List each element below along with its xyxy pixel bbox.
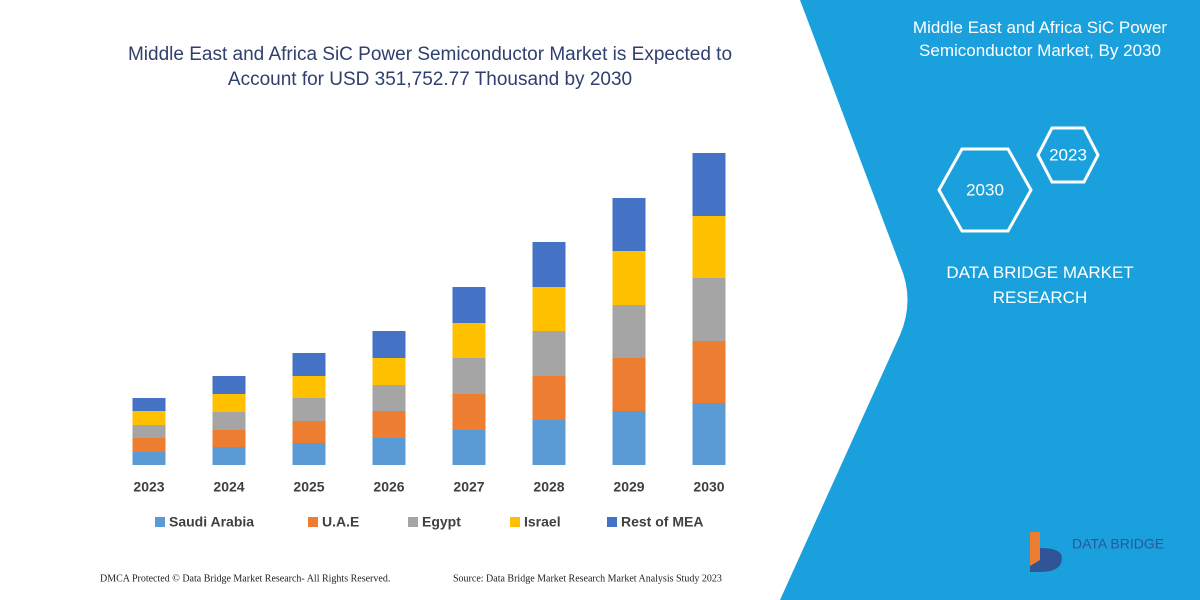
bar: [292, 376, 326, 398]
bar: [132, 425, 166, 438]
badge: 2030: [966, 180, 1004, 199]
bar: [452, 430, 486, 465]
bar: [452, 323, 486, 358]
bar: [372, 358, 406, 385]
bar: [532, 420, 566, 465]
bar: [292, 398, 326, 421]
bar: [132, 398, 166, 411]
bar: [452, 287, 486, 323]
legend-swatch: [308, 517, 318, 527]
bar: [612, 198, 646, 251]
x-tick-label: 2029: [613, 479, 644, 495]
bar: [692, 278, 726, 341]
legend-swatch: [607, 517, 617, 527]
legend-label: Saudi Arabia: [169, 514, 254, 530]
brand: DATA BRIDGE MARKET RESEARCH: [946, 263, 1134, 307]
bar: [692, 153, 726, 216]
chart-title: Middle East and Africa SiC Power Semicon…: [127, 44, 733, 90]
bar: [132, 452, 166, 465]
bar: [692, 216, 726, 278]
bar: [372, 438, 406, 465]
x-tick-label: 2025: [293, 479, 324, 495]
bar: [132, 411, 166, 425]
bar: [372, 331, 406, 358]
legend-swatch: [155, 517, 165, 527]
x-tick-label: 2030: [693, 479, 724, 495]
bar: [612, 358, 646, 411]
footer-text: DMCA Protected © Data Bridge Market Rese…: [100, 573, 390, 584]
bar: [292, 421, 326, 443]
logo-text: DATA BRIDGE: [1072, 536, 1164, 552]
bar: [612, 251, 646, 305]
legend-label: U.A.E: [322, 514, 359, 530]
x-tick-label: 2023: [133, 479, 164, 495]
bar: [132, 438, 166, 452]
bar: [372, 411, 406, 438]
legend-label: Egypt: [422, 514, 461, 530]
bar: [532, 376, 566, 420]
legend-label: Rest of MEA: [621, 514, 703, 530]
legend-swatch: [408, 517, 418, 527]
x-tick-label: 2028: [533, 479, 564, 495]
bar: [292, 353, 326, 376]
bar: [292, 443, 326, 465]
x-tick-label: 2026: [373, 479, 404, 495]
hexagon: [1036, 126, 1100, 184]
bar: [452, 394, 486, 430]
bar: [692, 341, 726, 403]
logo-icon: [1030, 532, 1040, 566]
hexagon: [937, 147, 1033, 233]
legend-swatch: [510, 517, 520, 527]
bar: [612, 411, 646, 465]
badge: 2023: [1049, 145, 1087, 164]
footer-text: Source: Data Bridge Market Research Mark…: [453, 573, 722, 584]
x-tick-label: 2027: [453, 479, 484, 495]
bar: [212, 412, 246, 430]
bar: [692, 403, 726, 465]
bar: [212, 447, 246, 465]
bar: [612, 305, 646, 358]
x-tick-label: 2024: [213, 479, 244, 495]
bar: [532, 287, 566, 331]
bar: [212, 430, 246, 447]
panel-title: Middle East and Africa SiC Power Semicon…: [912, 18, 1168, 60]
legend-label: Israel: [524, 514, 561, 530]
bar: [212, 376, 246, 394]
bar: [212, 394, 246, 412]
bar: [452, 358, 486, 394]
bar: [372, 385, 406, 411]
bar: [532, 331, 566, 376]
bar: [532, 242, 566, 287]
